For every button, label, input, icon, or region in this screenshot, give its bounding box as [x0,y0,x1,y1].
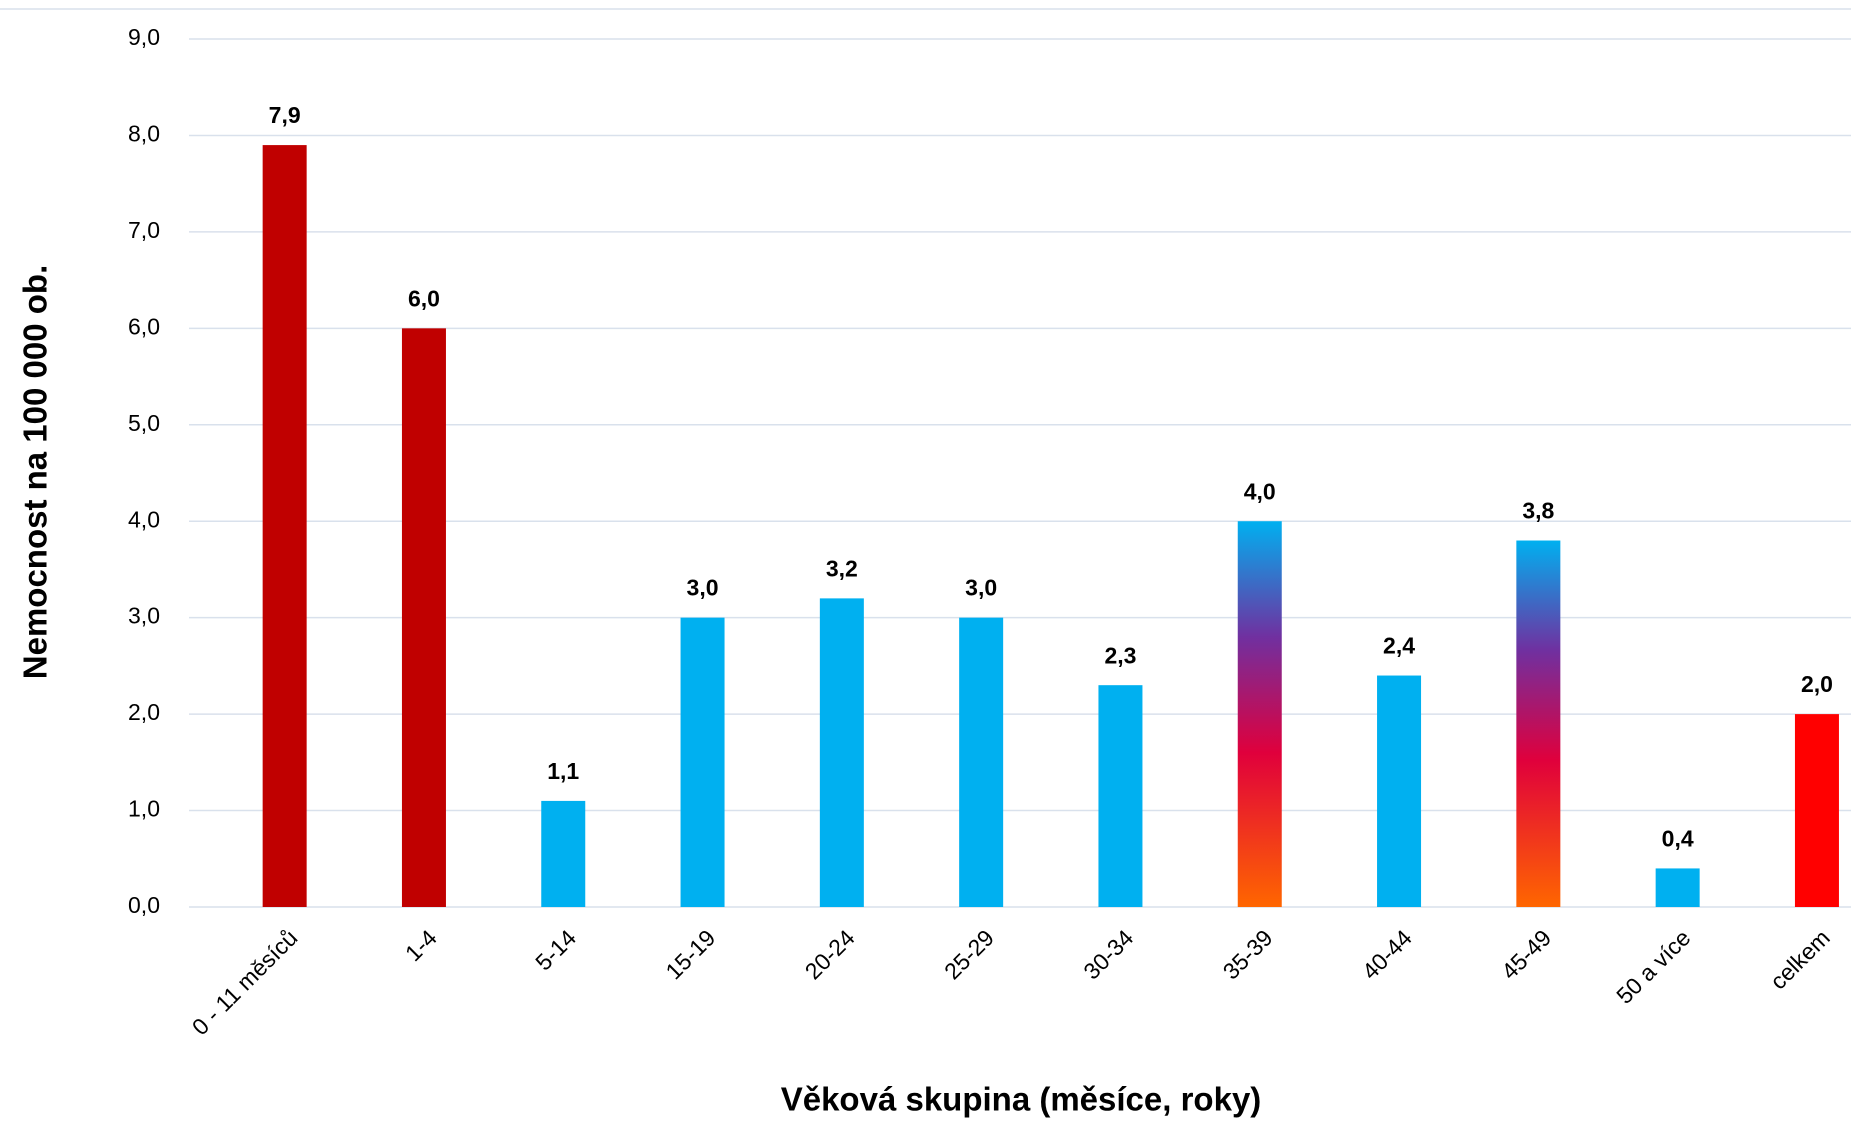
x-tick-label: 20-24 [800,924,860,984]
bar [262,145,307,908]
data-label: 3,0 [687,575,719,601]
bar [819,598,864,907]
data-label: 2,3 [1104,642,1136,668]
data-label: 1,1 [547,758,579,784]
y-tick-label: 1,0 [128,796,160,822]
data-label: 3,8 [1522,498,1554,524]
bar [959,617,1004,907]
y-tick-label: 3,0 [128,603,160,629]
bar [1655,868,1700,907]
y-axis-title: Nemocnost na 100 000 ob. [17,265,54,679]
bar [1377,675,1422,907]
bar [1237,521,1282,907]
y-tick-label: 6,0 [128,313,160,339]
data-label: 4,0 [1244,478,1276,504]
x-tick-label: 5-14 [530,924,581,975]
y-tick-label: 8,0 [128,121,160,147]
bar [1516,540,1561,907]
y-tick-label: 0,0 [128,892,160,918]
bar [1098,685,1143,907]
data-label: 6,0 [408,285,440,311]
x-tick-label: 25-29 [939,924,999,984]
bar [680,617,725,907]
x-tick-label: 0 - 11 měsíců [187,924,303,1040]
x-tick-label: 30-34 [1078,924,1138,984]
data-label: 7,9 [269,102,301,128]
y-tick-label: 7,0 [128,217,160,243]
x-tick-label: 15-19 [660,924,720,984]
y-tick-label: 5,0 [128,410,160,436]
data-label: 3,0 [965,575,997,601]
x-axis-title: Věková skupina (měsíce, roky) [781,1081,1262,1118]
x-tick-label: celkem [1765,924,1835,994]
x-tick-label: 1-4 [400,924,442,966]
data-label: 3,2 [826,555,858,581]
data-label: 0,4 [1662,826,1694,852]
x-tick-label: 40-44 [1357,924,1417,984]
bar [401,328,446,907]
y-tick-label: 4,0 [128,506,160,532]
data-label: 2,0 [1801,671,1833,697]
x-tick-label: 35-39 [1218,924,1278,984]
bar [1794,714,1839,907]
x-tick-label: 50 a více [1611,924,1695,1008]
x-tick-label: 45-49 [1496,924,1556,984]
bar [541,800,586,907]
data-label: 2,4 [1383,633,1415,659]
y-tick-label: 9,0 [128,24,160,50]
y-tick-label: 2,0 [128,699,160,725]
